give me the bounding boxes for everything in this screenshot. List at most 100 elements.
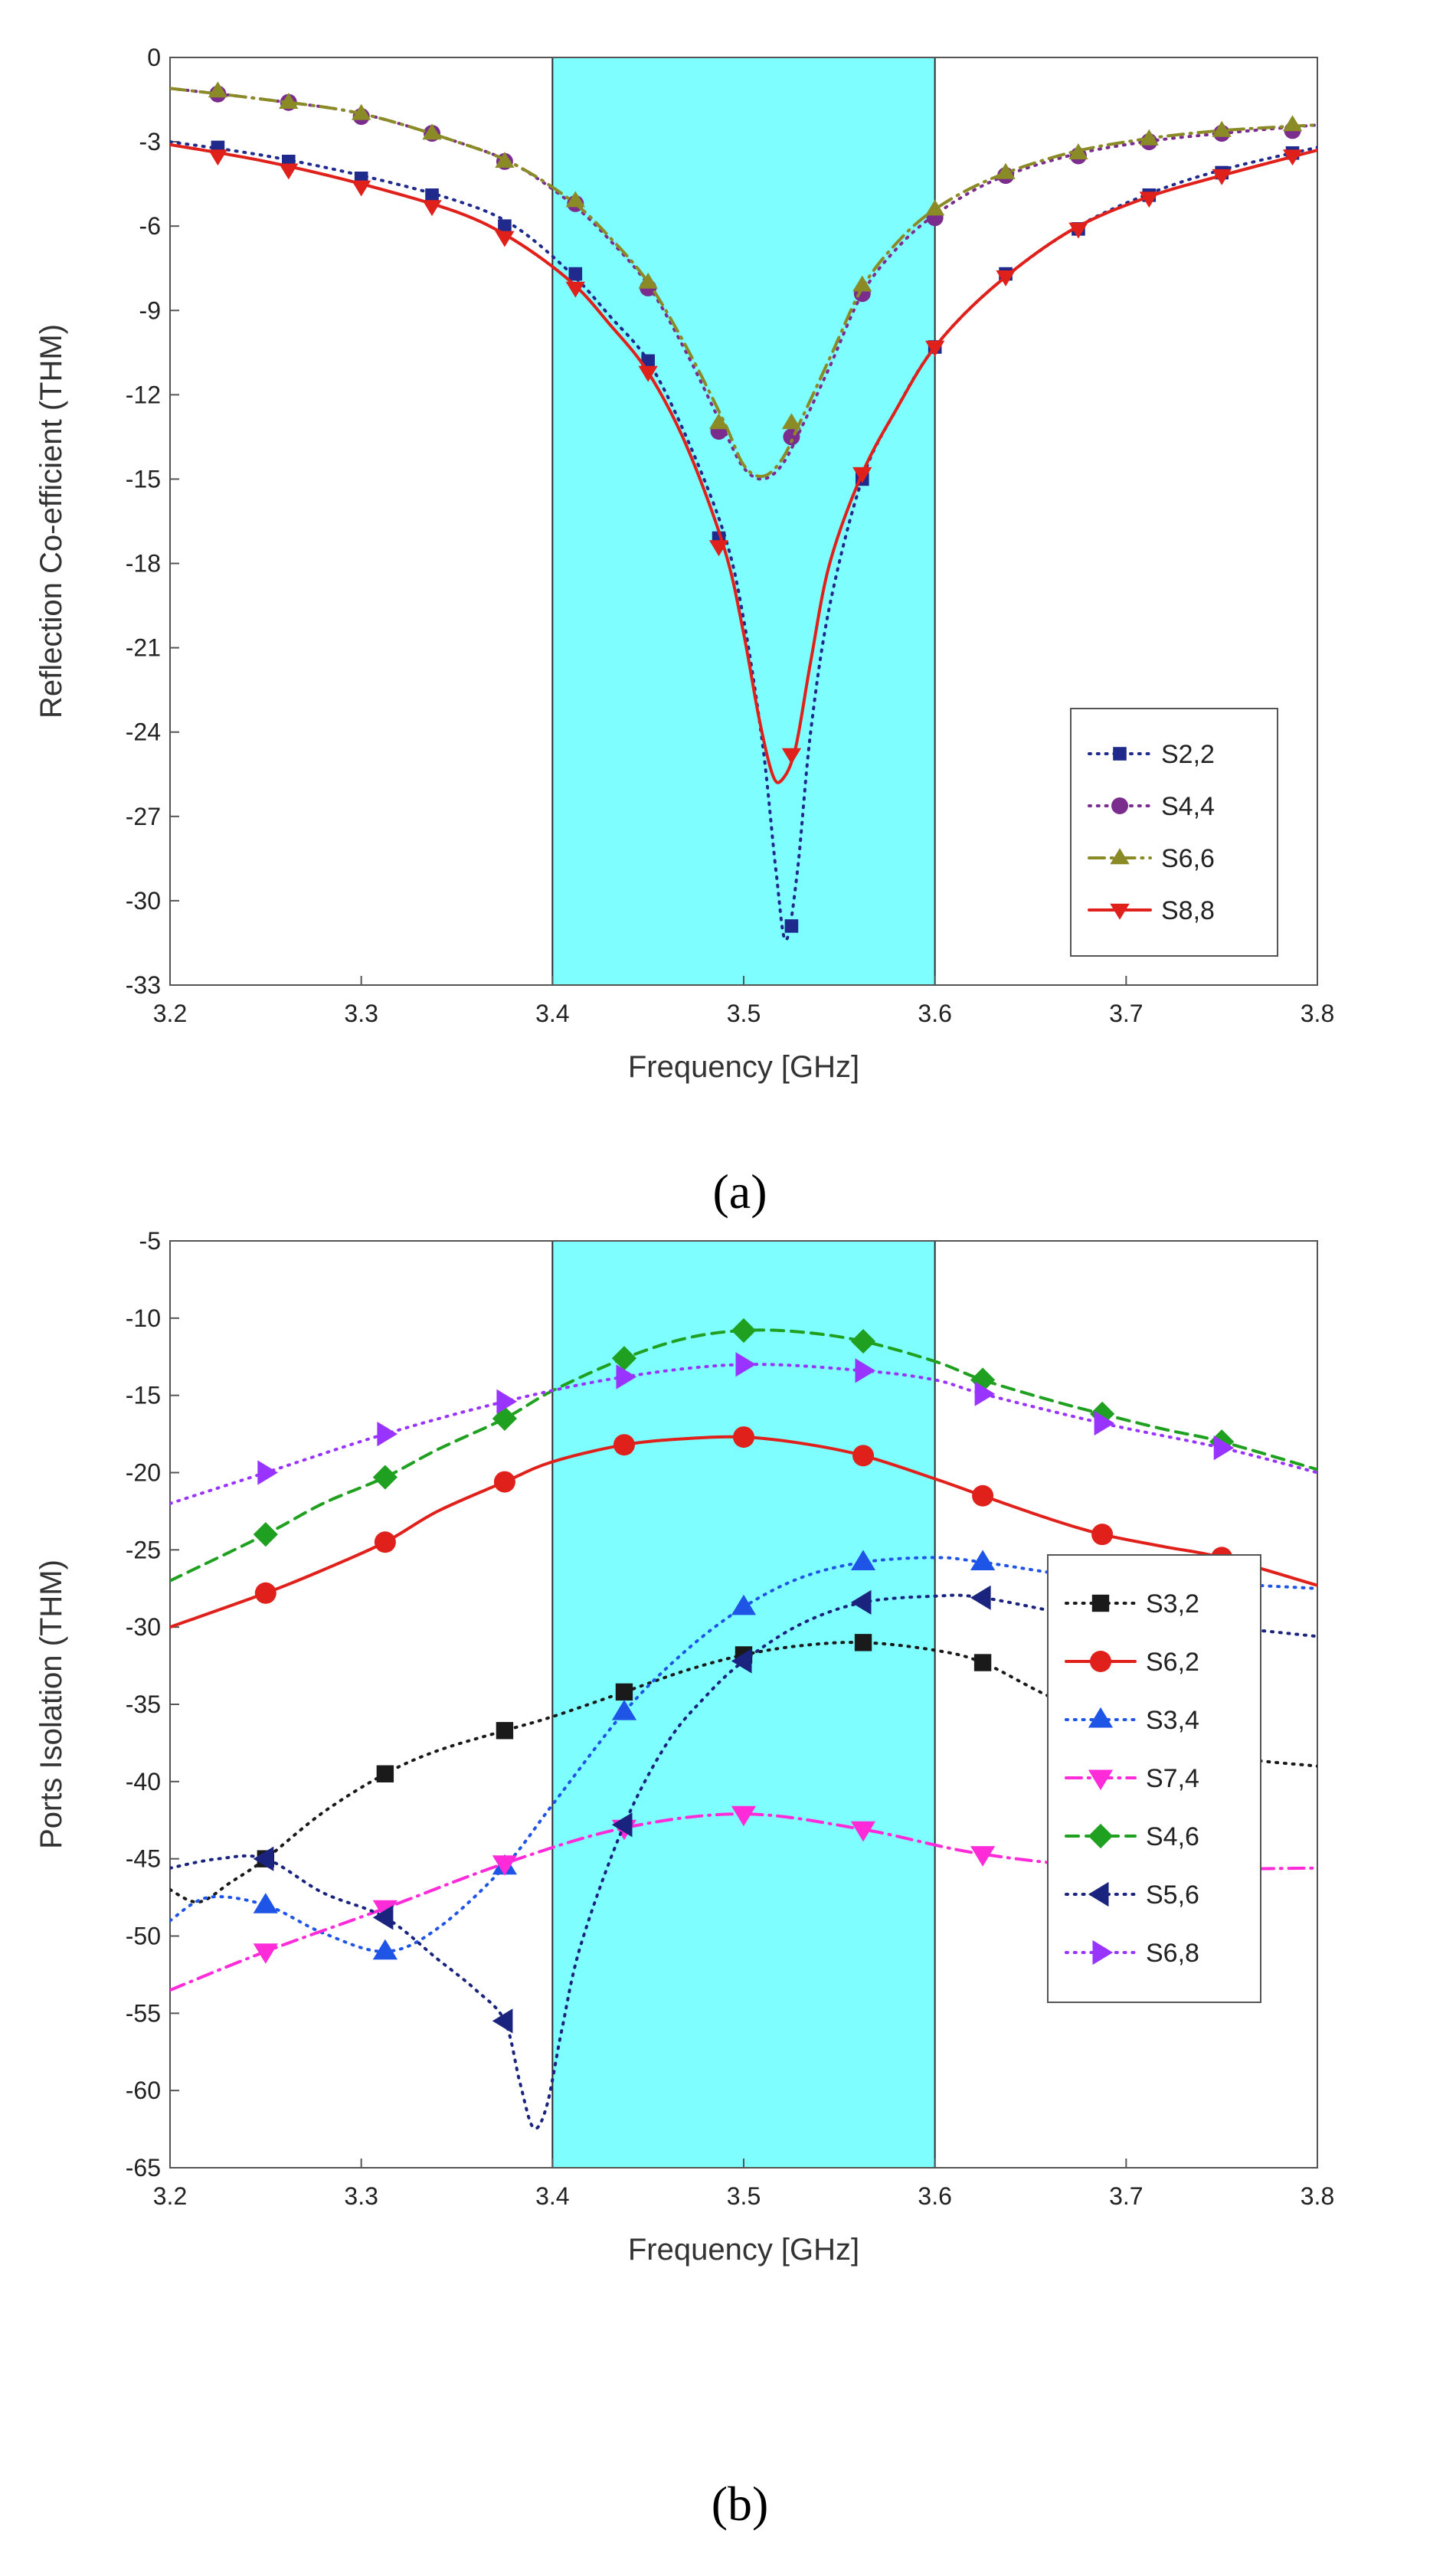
legend-label: S6,6 xyxy=(1161,844,1215,873)
marker-s6-6 xyxy=(781,413,802,430)
y-tick-label: -40 xyxy=(126,1768,161,1795)
y-tick-label: -60 xyxy=(126,2077,161,2104)
legend-label: S3,2 xyxy=(1146,1589,1199,1619)
marker-s6-6 xyxy=(352,103,371,120)
legend-item-s6-2: S6,2 xyxy=(1065,1648,1199,1677)
marker-s8-8 xyxy=(565,281,585,298)
legend-marker xyxy=(1088,1881,1109,1907)
legend-label: S8,8 xyxy=(1161,896,1215,925)
legend-marker xyxy=(1110,848,1130,865)
marker-s3-4 xyxy=(970,1550,996,1570)
marker-s5-6 xyxy=(611,1812,633,1838)
marker-s6-6 xyxy=(1212,120,1232,137)
marker-s8-8 xyxy=(781,748,802,764)
series-s8-8 xyxy=(170,142,1317,784)
y-tick-label: -3 xyxy=(139,128,161,155)
y-axis-label: Ports Isolation (THM) xyxy=(34,1560,68,1849)
marker-s7-4 xyxy=(970,1846,996,1867)
legend: S3,2 S6,2 S3,4 S7,4 S4,6 S5,6 S6,8 xyxy=(1047,1554,1261,2003)
marker-s2-2 xyxy=(641,354,655,368)
panel-a-chart: 0 -3 -6 -9 -12 -15 -18 -21 -24 -27 -30 -333.2 3.3 3.4… xyxy=(34,44,1334,1084)
marker-s8-8 xyxy=(208,149,228,166)
legend-label: S4,4 xyxy=(1161,792,1215,821)
y-tick-label: -55 xyxy=(126,1999,161,2027)
legend-label: S6,2 xyxy=(1146,1648,1199,1677)
legend-marker xyxy=(1090,1651,1111,1672)
marker-s8-8 xyxy=(996,270,1016,286)
marker-s2-2 xyxy=(425,188,439,202)
y-tick-label: -30 xyxy=(126,1613,161,1641)
legend-marker xyxy=(1092,1939,1114,1966)
marker-s6-8 xyxy=(1094,1410,1115,1436)
marker-s6-8 xyxy=(377,1422,398,1447)
marker-s6-8 xyxy=(1213,1435,1235,1461)
marker-s8-8 xyxy=(852,466,872,483)
marker-s8-8 xyxy=(495,231,515,247)
marker-s6-6 xyxy=(852,275,872,292)
band-highlight xyxy=(551,1240,936,2169)
legend-marker xyxy=(1110,903,1130,920)
x-tick-label: 3.4 xyxy=(535,2182,569,2210)
marker-s6-2 xyxy=(733,1426,754,1448)
marker-s4-6 xyxy=(1090,1401,1115,1426)
legend-marker xyxy=(1088,1707,1114,1728)
panel-a-label: (a) xyxy=(712,1164,767,1219)
y-tick-label: -9 xyxy=(139,296,161,324)
legend-label: S6,8 xyxy=(1146,1939,1199,1968)
marker-s8-8 xyxy=(925,340,945,357)
marker-s6-6 xyxy=(708,413,729,430)
marker-s6-2 xyxy=(374,1531,396,1553)
marker-s3-4 xyxy=(372,1939,398,1960)
legend-item-s4-4: S4,4 xyxy=(1088,792,1215,821)
y-tick-label: -12 xyxy=(126,381,161,408)
marker-s8-8 xyxy=(352,180,371,197)
x-tick-label: 3.5 xyxy=(727,2182,761,2210)
marker-s3-4 xyxy=(731,1594,757,1615)
marker-s6-2 xyxy=(493,1471,515,1493)
marker-s6-6 xyxy=(638,272,658,289)
marker-s4-6 xyxy=(372,1465,398,1490)
marker-s7-4 xyxy=(731,1805,757,1827)
legend-label: S7,4 xyxy=(1146,1764,1199,1793)
marker-s6-8 xyxy=(735,1352,757,1377)
legend-item-s2-2: S2,2 xyxy=(1088,740,1215,769)
marker-s6-8 xyxy=(496,1389,517,1414)
marker-s6-2 xyxy=(613,1434,635,1456)
marker-s8-8 xyxy=(708,540,729,557)
x-tick-label: 3.2 xyxy=(153,1000,187,1027)
y-tick-label: -5 xyxy=(139,1227,161,1255)
y-axis-label: Reflection Co-efficient (THM) xyxy=(34,324,68,718)
marker-s3-2 xyxy=(854,1634,872,1651)
marker-s6-2 xyxy=(972,1484,994,1507)
x-axis-label: Frequency [GHz] xyxy=(628,1050,859,1084)
marker-s4-6 xyxy=(253,1522,278,1547)
marker-s6-6 xyxy=(1068,143,1088,159)
series-s6-8 xyxy=(170,1352,1317,1505)
y-tick-label: -10 xyxy=(126,1304,161,1332)
x-tick-label: 3.2 xyxy=(153,2182,187,2210)
series-line-s2-2 xyxy=(170,140,1317,942)
legend-item-s6-8: S6,8 xyxy=(1065,1939,1199,1968)
x-tick-label: 3.3 xyxy=(344,2182,378,2210)
marker-s5-6 xyxy=(372,1905,394,1930)
marker-s3-2 xyxy=(973,1654,992,1671)
marker-s2-2 xyxy=(498,219,512,233)
marker-s4-6 xyxy=(611,1346,637,1371)
y-tick-label: -33 xyxy=(126,971,161,999)
legend-item-s3-4: S3,4 xyxy=(1065,1706,1199,1735)
marker-s8-8 xyxy=(1212,169,1232,185)
marker-s3-4 xyxy=(253,1893,278,1913)
legend-marker xyxy=(1111,797,1128,814)
marker-s6-6 xyxy=(1282,115,1303,132)
marker-s6-6 xyxy=(422,123,442,140)
marker-s6-6 xyxy=(1139,129,1159,146)
legend-item-s3-2: S3,2 xyxy=(1065,1589,1199,1619)
legend-item-s7-4: S7,4 xyxy=(1065,1764,1199,1793)
y-tick-label: -27 xyxy=(126,803,161,830)
marker-s4-6 xyxy=(970,1367,996,1393)
marker-s3-2 xyxy=(376,1765,394,1782)
marker-s3-4 xyxy=(850,1550,876,1570)
legend-label: S2,2 xyxy=(1161,740,1215,769)
x-tick-label: 3.8 xyxy=(1301,2182,1334,2210)
y-tick-label: -20 xyxy=(126,1459,161,1487)
